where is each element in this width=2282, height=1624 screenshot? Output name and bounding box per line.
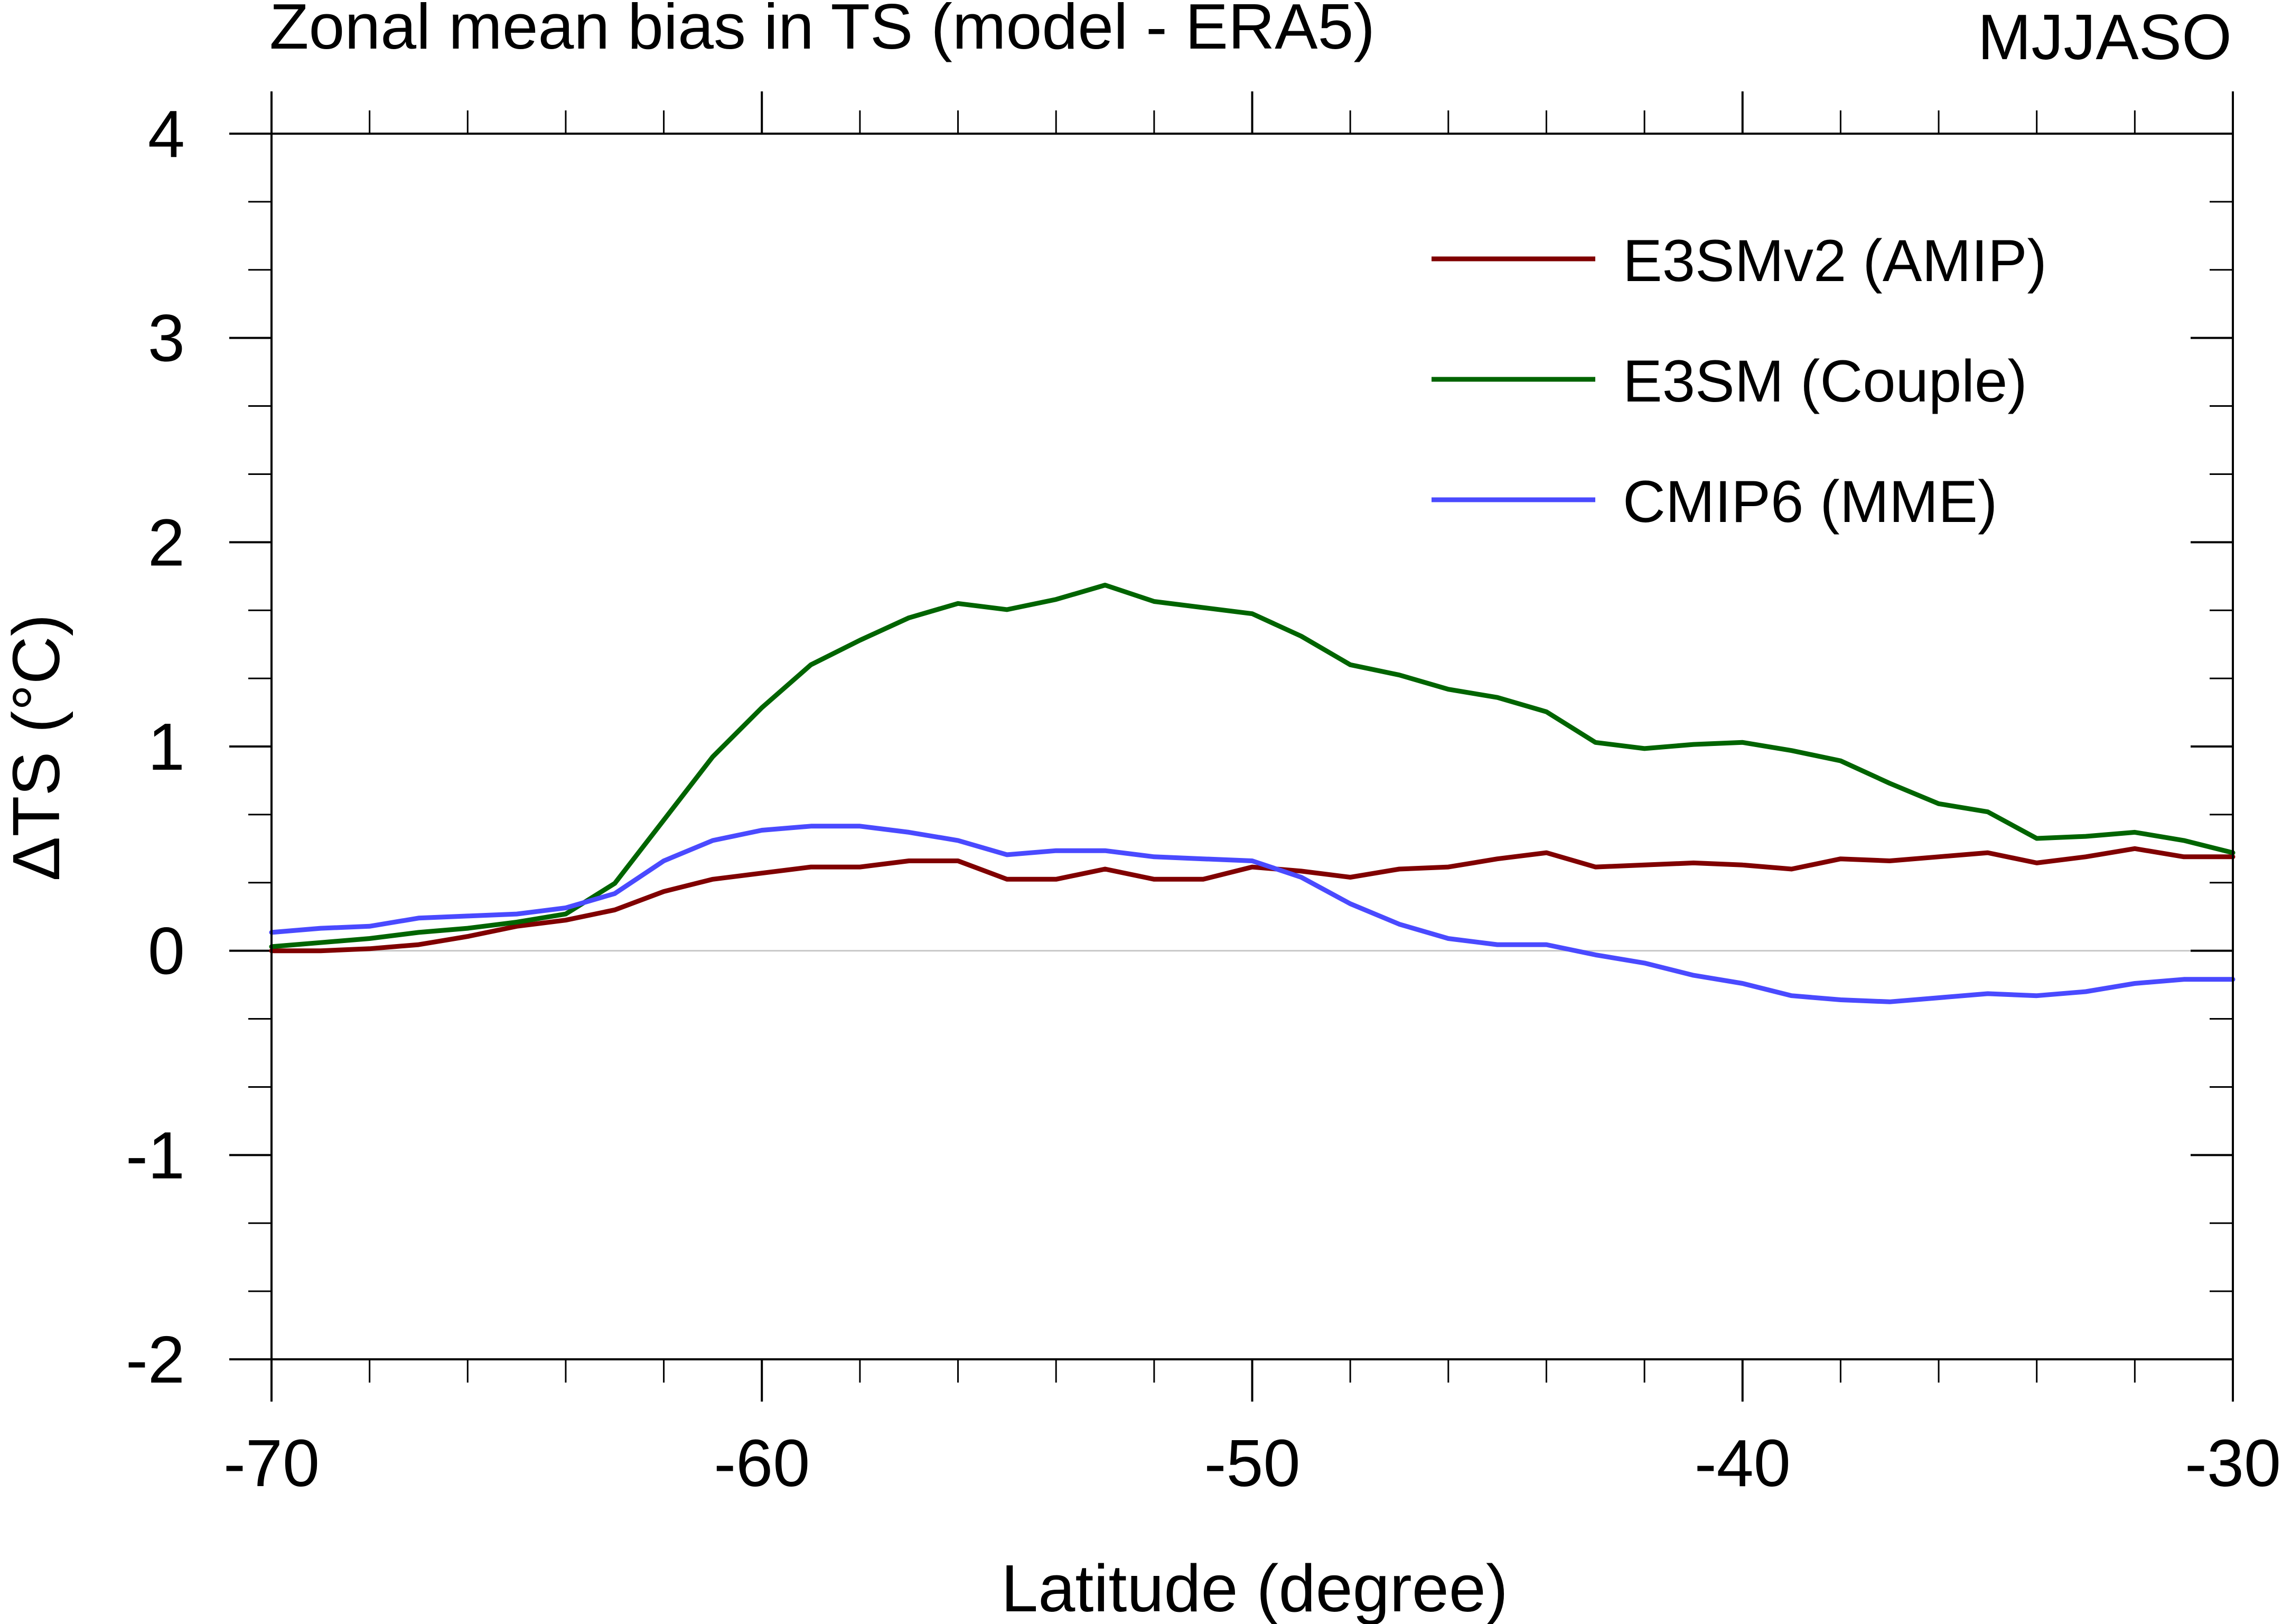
y-tick-label: -2 <box>126 1322 185 1397</box>
y-tick-label: 2 <box>148 505 185 580</box>
labels-layer: -70 -60 -50 -40 -30 -2 -1 0 1 2 3 4 <box>126 97 2281 1500</box>
y-tick-label: 4 <box>148 97 185 171</box>
chart-title: Zonal mean bias in TS (model - ERA5) <box>269 0 1375 62</box>
legend-label-2: E3SM (Couple) <box>1623 348 2027 414</box>
y-tick-label: 3 <box>148 301 185 376</box>
x-tick-label: -60 <box>714 1426 810 1500</box>
series-line-1 <box>269 846 2236 954</box>
x-tick-label: -40 <box>1695 1426 1791 1500</box>
series-layer <box>269 583 2236 1004</box>
x-tick-label: -70 <box>223 1426 320 1500</box>
x-axis-label: Latitude (degree) <box>1001 1551 1508 1624</box>
y-tick-label: -1 <box>126 1118 185 1192</box>
legend-label-1: E3SMv2 (AMIP) <box>1623 228 2047 294</box>
y-axis-label: ΔTS (°C) <box>0 614 73 881</box>
x-tick-label: -50 <box>1204 1426 1300 1500</box>
x-tick-label: -30 <box>2185 1426 2281 1500</box>
y-tick-label: 1 <box>148 710 185 784</box>
plot-frame <box>270 133 2234 1360</box>
y-tick-label: 0 <box>148 914 185 988</box>
legend-label-3: CMIP6 (MME) <box>1623 469 1997 535</box>
legend: E3SMv2 (AMIP) E3SM (Couple) CMIP6 (MME) <box>1432 228 2047 535</box>
series-line-2 <box>269 583 2236 949</box>
series-line-3 <box>269 824 2236 1004</box>
season-label: MJJASO <box>1978 1 2232 73</box>
